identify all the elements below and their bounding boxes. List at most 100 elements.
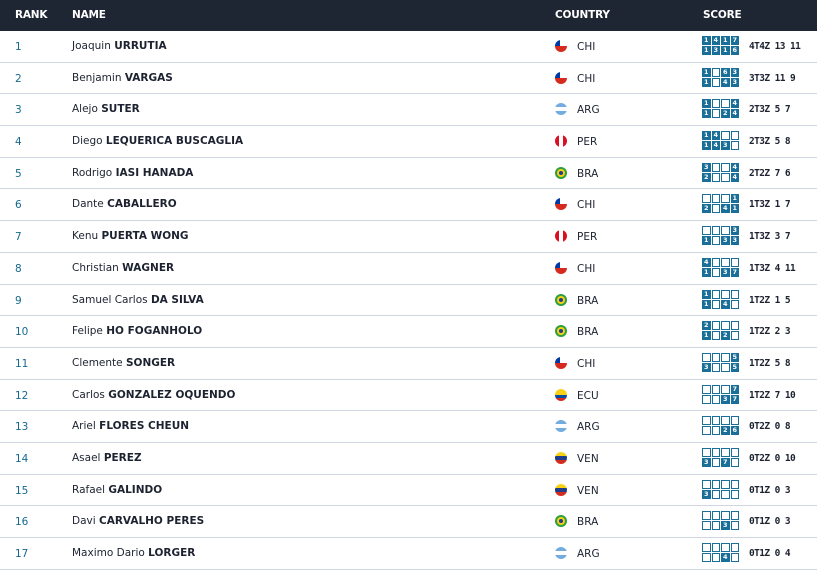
zone-attempt-cell: 1: [702, 141, 711, 151]
top-attempt-cell: 4: [711, 131, 720, 141]
zone-attempt-cell: 7: [730, 267, 739, 277]
top-attempt-cell: 3: [730, 226, 739, 236]
score-summary: 1T3Z 3 7: [749, 231, 791, 243]
zone-attempt-cell: [721, 362, 730, 372]
athlete-name[interactable]: Kenu PUERTA WONG: [72, 230, 189, 242]
zone-attempt-cell: 3: [702, 489, 711, 499]
country-flag-icon: [555, 261, 567, 274]
rank-cell: 13: [15, 421, 29, 434]
zone-attempt-cell: [711, 109, 720, 119]
athlete-first-name: Maximo Dario: [72, 547, 145, 559]
athlete-last-name: CARVALHO PERES: [99, 515, 205, 528]
table-row[interactable]: 16 Davi CARVALHO PERES BRA 3 0T1Z 0 3: [0, 506, 817, 538]
table-row[interactable]: 10 Felipe HO FOGANHOLO BRA 2 1 2 1T2Z 2 3: [0, 316, 817, 348]
top-attempt-cell: [711, 352, 720, 362]
top-attempt-cell: 1: [730, 194, 739, 204]
table-row[interactable]: 8 Christian WAGNER CHI 4 1 3 7 1T3Z 4 11: [0, 252, 817, 285]
table-row[interactable]: 12 Carlos GONZALEZ OQUENDO ECU 7 3 7 1T2Z 7 10: [0, 379, 817, 412]
score-summary: 0T2Z 0 10: [749, 452, 796, 464]
top-attempt-cell: [721, 99, 730, 109]
top-attempt-cell: [702, 352, 711, 362]
athlete-name[interactable]: Davi CARVALHO PERES: [72, 515, 204, 527]
top-attempt-cell: 4: [711, 36, 720, 45]
table-row[interactable]: 9 Samuel Carlos DA SILVA BRA 1 1 4 1T2Z 1 5: [0, 284, 817, 317]
country-flag-icon: [555, 103, 567, 116]
zone-attempt-cell: [730, 521, 739, 531]
zone-attempt-cell: [711, 362, 720, 372]
table-row[interactable]: 11 Clemente SONGER CHI 5 3 5 1T2Z 5 8: [0, 347, 817, 380]
country-code: CHI: [577, 41, 596, 53]
top-attempt-cell: [730, 321, 739, 331]
zone-attempt-cell: 2: [702, 204, 711, 214]
name-column-header[interactable]: NAME: [72, 9, 106, 21]
zone-attempt-cell: 7: [730, 394, 739, 404]
athlete-last-name: PUERTA WONG: [101, 230, 189, 243]
athlete-name[interactable]: Rodrigo IASI HANADA: [72, 167, 193, 179]
table-row[interactable]: 2 Benjamin VARGAS CHI 1 6 3 1 4 3 3T3Z 11 9: [0, 62, 817, 95]
top-attempt-cell: [711, 67, 720, 77]
table-row[interactable]: 7 Kenu PUERTA WONG PER 3 1 3 3 1T3Z 3 7: [0, 221, 817, 253]
table-header: RANK NAME COUNTRY SCORE: [0, 0, 817, 31]
country-flag-icon: [555, 483, 567, 496]
athlete-name[interactable]: Christian WAGNER: [72, 262, 174, 274]
athlete-name[interactable]: Maximo Dario LORGER: [72, 547, 195, 559]
score-summary: 4T4Z 13 11: [749, 41, 801, 52]
zone-attempt-cell: 2: [721, 109, 730, 119]
athlete-first-name: Samuel Carlos: [72, 293, 148, 306]
athlete-name[interactable]: Joaquin URRUTIA: [72, 40, 167, 52]
table-row[interactable]: 14 Asael PEREZ VEN 3 7 0T2Z 0 10: [0, 442, 817, 475]
table-row[interactable]: 17 Maximo Dario LORGER ARG 4 0T1Z 0 4: [0, 538, 817, 570]
athlete-last-name: HO FOGANHOLO: [106, 325, 203, 338]
top-attempt-cell: [721, 352, 730, 362]
table-row[interactable]: 4 Diego LEQUERICA BUSCAGLIA PER 1 4 1 4 3 2T3Z 5…: [0, 126, 817, 158]
zone-attempt-cell: 3: [721, 141, 730, 151]
top-attempt-cell: [730, 543, 739, 552]
table-row[interactable]: 1 Joaquin URRUTIA CHI 1 4 1 7 1 3 1 6 4T4Z 13 11: [0, 31, 817, 63]
athlete-name[interactable]: Samuel Carlos DA SILVA: [72, 294, 204, 306]
top-attempt-cell: 4: [702, 257, 711, 267]
athlete-last-name: PEREZ: [103, 451, 142, 464]
top-attempt-cell: [711, 226, 720, 236]
country-flag-icon: [555, 230, 567, 243]
score-summary: 2T3Z 5 7: [749, 104, 791, 116]
table-row[interactable]: 13 Ariel FLORES CHEUN ARG 2 6 0T2Z 0 8: [0, 411, 817, 443]
rank-cell: 8: [15, 262, 22, 275]
athlete-first-name: Rodrigo: [72, 166, 113, 179]
score-summary: 1T2Z 1 5: [749, 294, 791, 306]
country-code: BRA: [577, 167, 599, 180]
athlete-name[interactable]: Carlos GONZALEZ OQUENDO: [72, 389, 235, 401]
table-row[interactable]: 15 Rafael GALINDO VEN 3 0T1Z 0 3: [0, 474, 817, 507]
score-column-header[interactable]: SCORE: [703, 9, 742, 21]
table-row[interactable]: 3 Alejo SUTER ARG 1 4 1 2 4 2T3Z 5 7: [0, 94, 817, 127]
country-code: BRA: [577, 294, 599, 307]
rank-cell: 3: [15, 104, 22, 117]
table-row[interactable]: 5 Rodrigo IASI HANADA BRA 3 4 2 4 2T2Z 7 6: [0, 157, 817, 190]
athlete-last-name: URRUTIA: [114, 40, 167, 52]
athlete-name[interactable]: Felipe HO FOGANHOLO: [72, 325, 202, 337]
boulder-score-grid: 4: [702, 543, 739, 563]
top-attempt-cell: [721, 511, 730, 521]
country-code: CHI: [577, 199, 596, 212]
top-attempt-cell: [730, 289, 739, 299]
top-attempt-cell: [730, 257, 739, 267]
athlete-name[interactable]: Diego LEQUERICA BUSCAGLIA: [72, 135, 243, 147]
rank-cell: 17: [15, 548, 29, 560]
athlete-name[interactable]: Dante CABALLERO: [72, 198, 177, 210]
athlete-name[interactable]: Asael PEREZ: [72, 452, 142, 464]
athlete-name[interactable]: Rafael GALINDO: [72, 484, 162, 496]
top-attempt-cell: 6: [721, 67, 730, 77]
athlete-name[interactable]: Benjamin VARGAS: [72, 72, 173, 84]
zone-attempt-cell: [711, 489, 720, 499]
athlete-first-name: Asael: [72, 451, 101, 464]
athlete-name[interactable]: Clemente SONGER: [72, 357, 175, 369]
top-attempt-cell: [711, 257, 720, 267]
athlete-name[interactable]: Ariel FLORES CHEUN: [72, 420, 189, 432]
country-flag-icon: [555, 40, 567, 52]
table-row[interactable]: 6 Dante CABALLERO CHI 1 2 4 1 1T3Z 1 7: [0, 189, 817, 222]
rank-column-header[interactable]: RANK: [15, 9, 48, 21]
country-column-header[interactable]: COUNTRY: [555, 9, 610, 21]
zone-attempt-cell: 3: [730, 236, 739, 246]
athlete-name[interactable]: Alejo SUTER: [72, 103, 140, 115]
